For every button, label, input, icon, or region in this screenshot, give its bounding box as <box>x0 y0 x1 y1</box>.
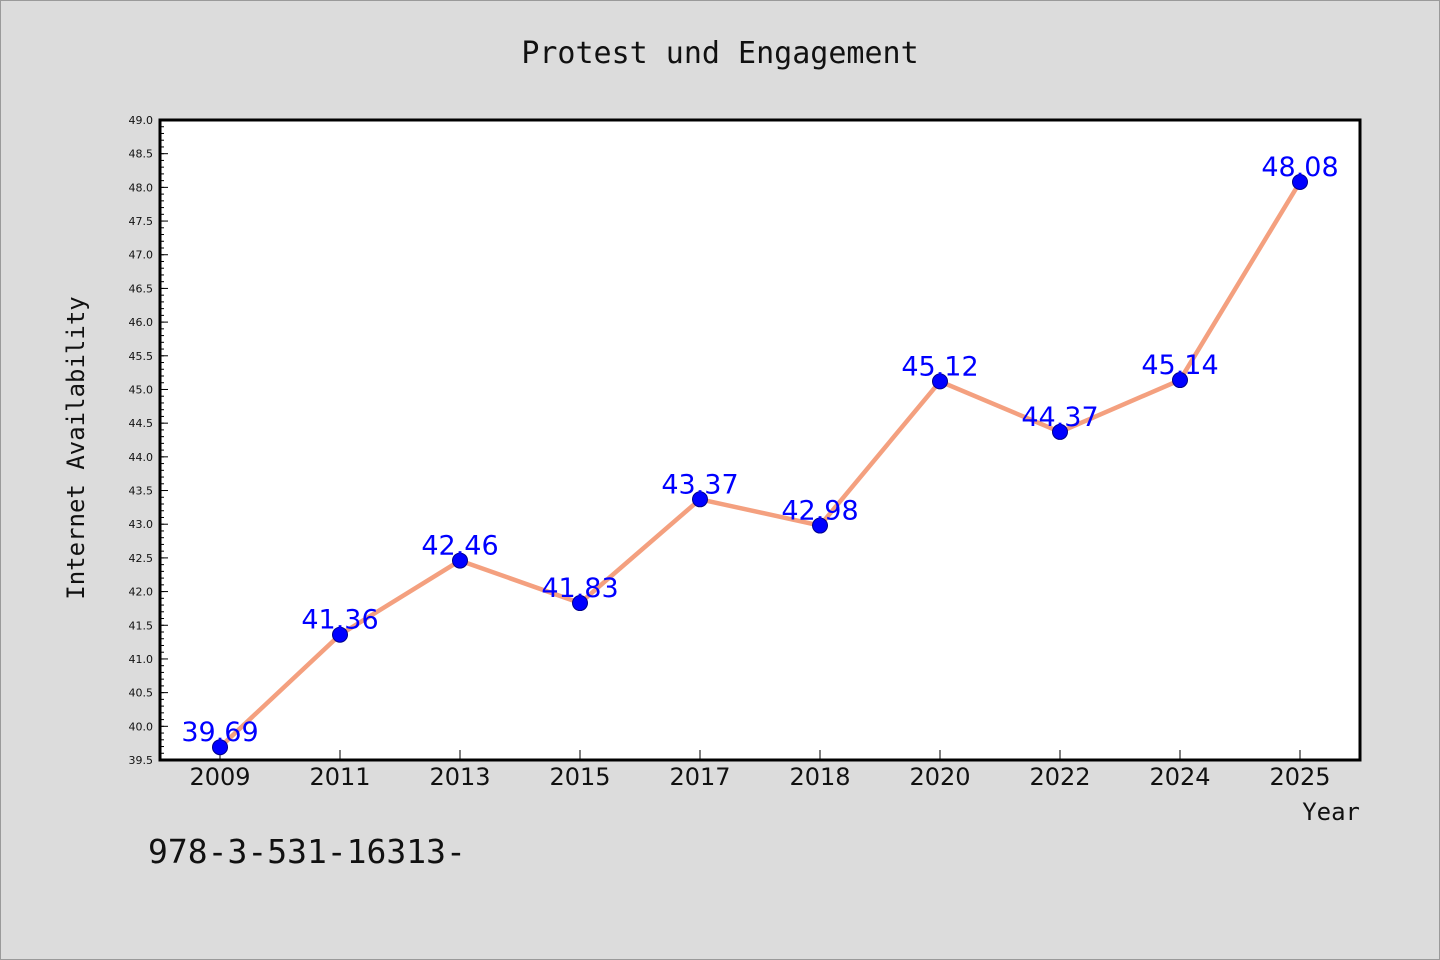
x-tick-label: 2013 <box>429 763 490 791</box>
y-tick-label: 39.5 <box>129 754 154 767</box>
y-tick-label: 47.0 <box>129 249 154 262</box>
y-tick-label: 49.0 <box>129 114 154 127</box>
y-tick-label: 47.5 <box>129 215 154 228</box>
y-tick-label: 40.5 <box>129 687 154 700</box>
series-markers <box>212 173 1308 756</box>
data-label: 42.98 <box>781 496 858 527</box>
data-point-marker <box>572 595 588 612</box>
data-label: 48.08 <box>1261 152 1338 183</box>
data-label: 43.37 <box>661 469 738 500</box>
y-tick-label: 48.5 <box>129 148 154 161</box>
data-labels: 39.69 41.36 42.46 41.83 43.37 42.98 45.12 44.37… <box>181 152 1338 748</box>
x-tick-label: 2022 <box>1029 763 1090 791</box>
data-label: 45.14 <box>1141 350 1218 381</box>
y-tick-label: 48.0 <box>129 181 154 194</box>
data-label: 39.69 <box>181 717 258 748</box>
x-axis-label: Year <box>1302 798 1360 826</box>
x-tick-label: 2025 <box>1269 763 1330 791</box>
y-axis-label: Internet Availability <box>62 296 90 599</box>
x-tick-label: 2017 <box>669 763 730 791</box>
data-point-marker <box>1292 173 1308 190</box>
y-tick-label: 46.0 <box>129 316 154 329</box>
data-label: 42.46 <box>421 531 498 562</box>
data-point-marker <box>212 739 228 756</box>
data-point-marker <box>332 626 348 643</box>
y-tick-label: 43.0 <box>129 518 154 531</box>
x-tick-label: 2018 <box>789 763 850 791</box>
series-line <box>218 180 1302 749</box>
x-tick-label: 2009 <box>189 763 250 791</box>
isbn-annotation: 978-3-531-16313- <box>148 832 466 871</box>
y-tick-label: 45.5 <box>129 350 154 363</box>
y-axis-ticks: 39.5 40.0 40.5 41.0 41.5 42.0 42.5 43.0 43.5 44.0… <box>129 114 168 767</box>
x-tick-label: 2024 <box>1149 763 1210 791</box>
data-label: 45.12 <box>901 351 978 382</box>
data-point-marker <box>1052 423 1068 440</box>
y-tick-label: 46.5 <box>129 282 154 295</box>
y-tick-label: 41.5 <box>129 619 154 632</box>
data-label: 41.36 <box>301 605 378 636</box>
data-point-marker <box>932 373 948 390</box>
y-tick-label: 40.0 <box>129 720 154 733</box>
x-tick-label: 2015 <box>549 763 610 791</box>
data-label: 44.37 <box>1021 402 1098 433</box>
chart-title: Protest und Engagement <box>521 36 918 71</box>
x-tick-label: 2011 <box>309 763 370 791</box>
data-point-marker <box>452 552 468 569</box>
y-tick-label: 44.0 <box>129 451 154 464</box>
y-tick-label: 42.5 <box>129 552 154 565</box>
data-point-marker <box>692 491 708 508</box>
y-tick-label: 45.0 <box>129 383 154 396</box>
x-axis-ticks: 2009 2011 2013 2015 2017 2018 2020 2022 2024 2025 <box>189 750 1331 791</box>
y-tick-label: 42.0 <box>129 586 154 599</box>
x-tick-label: 2020 <box>909 763 970 791</box>
y-tick-label: 44.5 <box>129 417 154 430</box>
data-point-marker <box>812 517 828 534</box>
y-tick-label: 43.5 <box>129 485 154 498</box>
data-point-marker <box>1172 372 1188 389</box>
data-label: 41.83 <box>541 573 618 604</box>
y-tick-label: 41.0 <box>129 653 154 666</box>
plot-border <box>158 118 1362 762</box>
plot-area <box>160 120 1360 760</box>
